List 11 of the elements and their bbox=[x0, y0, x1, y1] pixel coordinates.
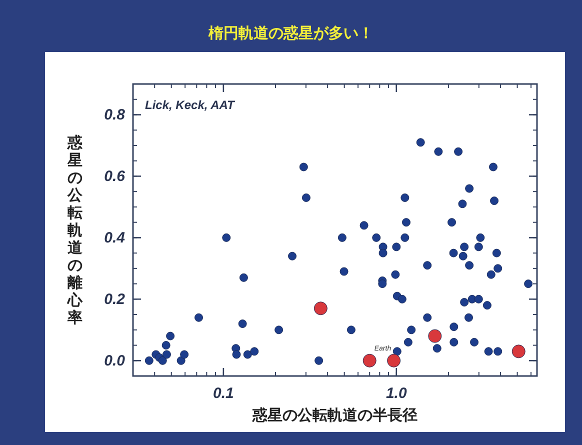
y-tick-label: 0.2 bbox=[104, 291, 126, 308]
y-tick-label: 0.0 bbox=[104, 352, 126, 370]
y-tick-label: 0.8 bbox=[104, 106, 126, 124]
text: 惑星の公転軌道の離心率 bbox=[68, 134, 82, 326]
annotation: Lick, Keck, AAT bbox=[145, 98, 236, 112]
x-tick-label: 1.0 bbox=[386, 385, 408, 402]
chart-title: 楕円軌道の惑星が多い！ bbox=[208, 25, 374, 42]
x-axis-title: 惑星の公転軌道の半長径 bbox=[252, 407, 418, 424]
y-tick-label: 0.4 bbox=[104, 230, 126, 247]
y-tick-label: 0.6 bbox=[104, 168, 126, 186]
x-tick-label: 0.1 bbox=[213, 385, 234, 402]
